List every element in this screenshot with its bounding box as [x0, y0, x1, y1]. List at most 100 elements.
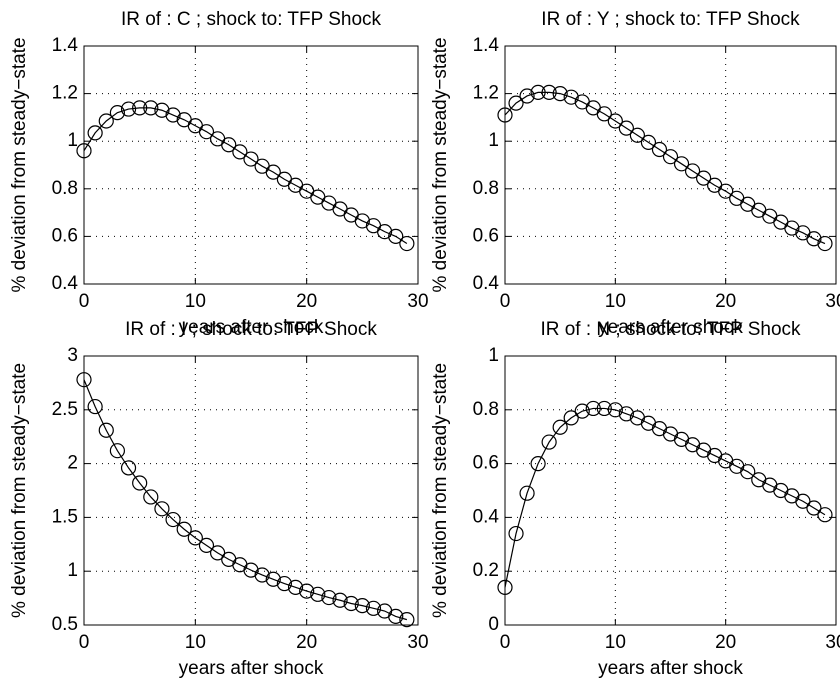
- x-tick-label: 0: [79, 291, 90, 312]
- y-tick-label: 0.4: [473, 273, 500, 294]
- marker: [154, 501, 170, 517]
- marker: [310, 586, 326, 602]
- axes-box: [83, 45, 419, 285]
- y-tick-label: 0.8: [473, 399, 499, 420]
- marker: [165, 511, 181, 528]
- marker: [541, 84, 557, 101]
- marker: [574, 403, 590, 419]
- marker: [695, 170, 712, 186]
- x-axis-label: years after shock: [598, 658, 743, 679]
- y-tick-label: 0.8: [52, 178, 78, 199]
- marker: [541, 434, 557, 450]
- marker: [299, 583, 315, 599]
- marker: [176, 521, 192, 537]
- y-tick-label: 1.2: [52, 83, 78, 104]
- marker: [265, 571, 281, 587]
- x-tick-label: 20: [715, 291, 736, 312]
- marker: [563, 410, 579, 426]
- marker: [618, 120, 634, 136]
- chart-title: IR of : N ; shock to: TFP Shock: [540, 319, 801, 340]
- y-tick-label: 1.5: [52, 506, 78, 527]
- marker: [254, 567, 270, 583]
- marker: [120, 460, 137, 476]
- line: [83, 379, 408, 621]
- marker: [673, 156, 690, 172]
- marker: [321, 589, 337, 606]
- marker: [530, 84, 546, 101]
- marker: [132, 100, 148, 116]
- marker: [165, 107, 181, 123]
- marker: [784, 220, 800, 236]
- x-axis-label: years after shock: [598, 317, 743, 338]
- y-tick-label: 2.5: [52, 399, 78, 420]
- axes-box: [504, 355, 837, 626]
- marker: [497, 107, 513, 123]
- marker: [607, 113, 623, 129]
- y-axis-label: % deviation from steady−state: [430, 37, 451, 292]
- marker: [243, 562, 259, 578]
- line: [83, 107, 408, 245]
- marker: [399, 612, 415, 628]
- marker: [198, 124, 215, 140]
- x-tick-label: 30: [407, 291, 428, 312]
- marker: [508, 525, 524, 542]
- y-tick-label: 0: [488, 614, 499, 635]
- y-tick-label: 1: [67, 130, 78, 151]
- marker: [629, 127, 646, 143]
- marker: [265, 164, 281, 180]
- marker: [651, 141, 668, 158]
- marker: [87, 125, 103, 141]
- x-tick-label: 10: [605, 291, 626, 312]
- marker: [497, 579, 513, 595]
- marker: [276, 575, 292, 592]
- marker: [154, 102, 170, 118]
- y-tick-label: 1.4: [52, 35, 79, 56]
- marker: [198, 537, 215, 553]
- marker: [109, 443, 126, 459]
- y-tick-label: 0.4: [52, 273, 79, 294]
- marker: [332, 592, 348, 608]
- marker: [109, 105, 126, 121]
- marker: [718, 183, 734, 199]
- x-tick-label: 0: [79, 632, 90, 653]
- y-tick-label: 0.4: [473, 506, 500, 527]
- x-tick-label: 30: [825, 632, 840, 653]
- x-tick-label: 30: [825, 291, 840, 312]
- marker: [120, 101, 137, 117]
- marker: [662, 149, 679, 165]
- marker: [354, 598, 370, 614]
- marker: [552, 85, 568, 102]
- marker: [377, 224, 393, 240]
- marker: [232, 144, 248, 160]
- marker: [817, 507, 833, 523]
- marker: [388, 228, 404, 244]
- chart-title: IR of : I ; shock to: TFP Shock: [125, 319, 377, 340]
- chart-title: IR of : Y ; shock to: TFP Shock: [541, 9, 800, 30]
- y-tick-label: 1.4: [473, 35, 500, 56]
- y-tick-label: 0.8: [473, 178, 499, 199]
- marker: [817, 235, 833, 252]
- line: [504, 91, 826, 245]
- y-tick-label: 1: [488, 130, 499, 151]
- marker: [552, 419, 568, 435]
- y-tick-label: 3: [67, 345, 78, 366]
- marker: [519, 88, 535, 104]
- marker: [519, 485, 535, 501]
- marker: [98, 422, 114, 438]
- marker: [243, 151, 259, 167]
- marker: [143, 100, 159, 116]
- marker: [508, 95, 524, 111]
- marker: [740, 464, 756, 480]
- marker: [795, 493, 811, 509]
- marker: [354, 213, 370, 229]
- y-axis-label: % deviation from steady−state: [430, 363, 451, 618]
- x-tick-label: 20: [296, 632, 317, 653]
- marker: [210, 545, 226, 561]
- marker: [143, 489, 159, 505]
- y-tick-label: 1: [488, 345, 499, 366]
- marker: [287, 579, 304, 595]
- marker: [563, 89, 579, 105]
- y-tick-label: 0.2: [473, 560, 499, 581]
- x-tick-label: 10: [605, 632, 626, 653]
